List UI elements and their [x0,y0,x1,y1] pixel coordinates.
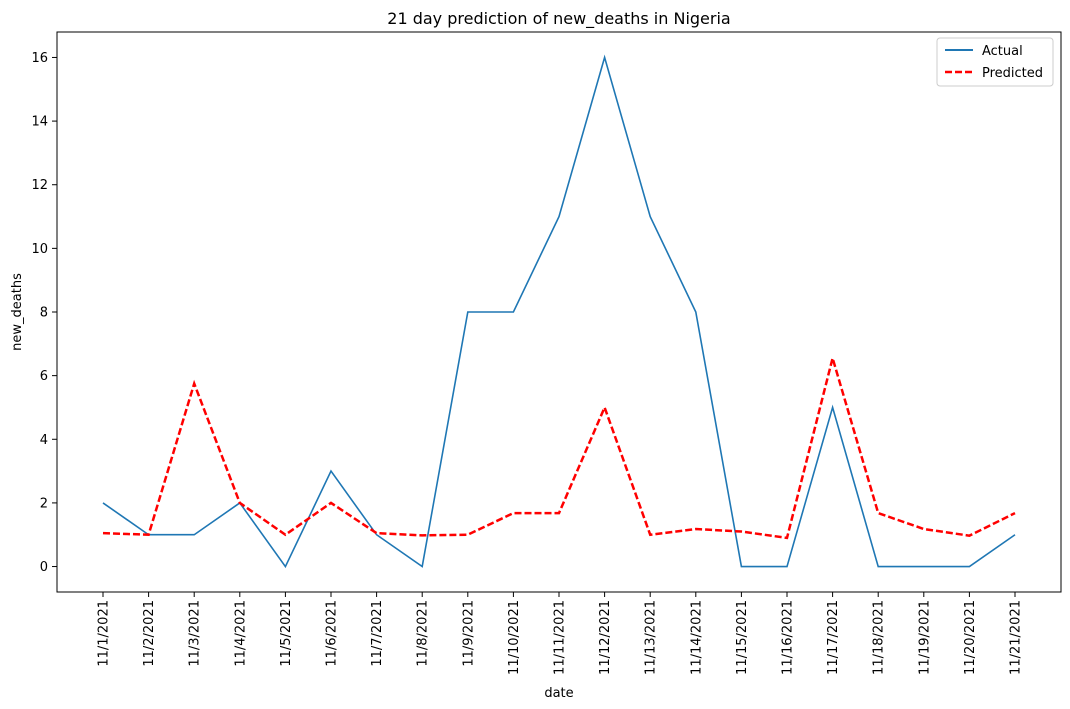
x-ticks: 11/1/2021 11/2/2021 11/3/2021 11/4/2021 11/5… [97,592,1024,675]
x-tick-label: 11/3/2021 [188,600,203,667]
y-tick-label: 0 [40,560,48,575]
x-axis-label: date [544,686,573,701]
x-tick-label: 11/1/2021 [97,600,112,667]
y-ticks: 0 2 4 6 8 10 12 14 16 [31,51,57,575]
x-tick-label: 11/4/2021 [233,600,248,667]
x-tick-label: 11/11/2021 [553,600,568,675]
legend-label-actual: Actual [982,44,1023,59]
x-tick-label: 11/12/2021 [598,600,613,675]
series-line-predicted [102,353,1016,540]
x-tick-label: 11/14/2021 [689,600,704,675]
x-tick-label: 11/10/2021 [507,600,522,675]
x-tick-label: 11/16/2021 [781,600,796,675]
x-tick-label: 11/19/2021 [917,600,932,675]
y-tick-label: 6 [40,369,48,384]
legend: Actual Predicted [936,37,1054,87]
series-line-actual [102,54,1016,569]
x-tick-label: 11/9/2021 [461,600,476,667]
y-tick-label: 2 [40,496,48,511]
x-tick-label: 11/18/2021 [872,600,887,675]
x-tick-label: 11/17/2021 [826,600,841,675]
x-tick-label: 11/13/2021 [644,600,659,675]
y-tick-label: 10 [31,242,48,257]
chart-title: 21 day prediction of new_deaths in Niger… [387,9,730,29]
y-tick-label: 8 [40,306,48,321]
x-tick-label: 11/15/2021 [735,600,750,675]
y-axis-label: new_deaths [10,273,25,351]
x-tick-label: 11/5/2021 [279,600,294,667]
y-tick-label: 12 [31,178,48,193]
series-lines [102,54,1016,569]
x-tick-label: 11/21/2021 [1009,600,1024,675]
x-tick-label: 11/20/2021 [963,600,978,675]
legend-label-predicted: Predicted [982,66,1043,81]
x-tick-label: 11/6/2021 [325,600,340,667]
x-tick-label: 11/2/2021 [142,600,157,667]
y-tick-label: 16 [31,51,48,66]
plot-frame [56,31,1062,593]
y-tick-label: 14 [31,115,48,130]
x-tick-label: 11/8/2021 [416,600,431,667]
y-tick-label: 4 [40,433,48,448]
x-tick-label: 11/7/2021 [370,600,385,667]
